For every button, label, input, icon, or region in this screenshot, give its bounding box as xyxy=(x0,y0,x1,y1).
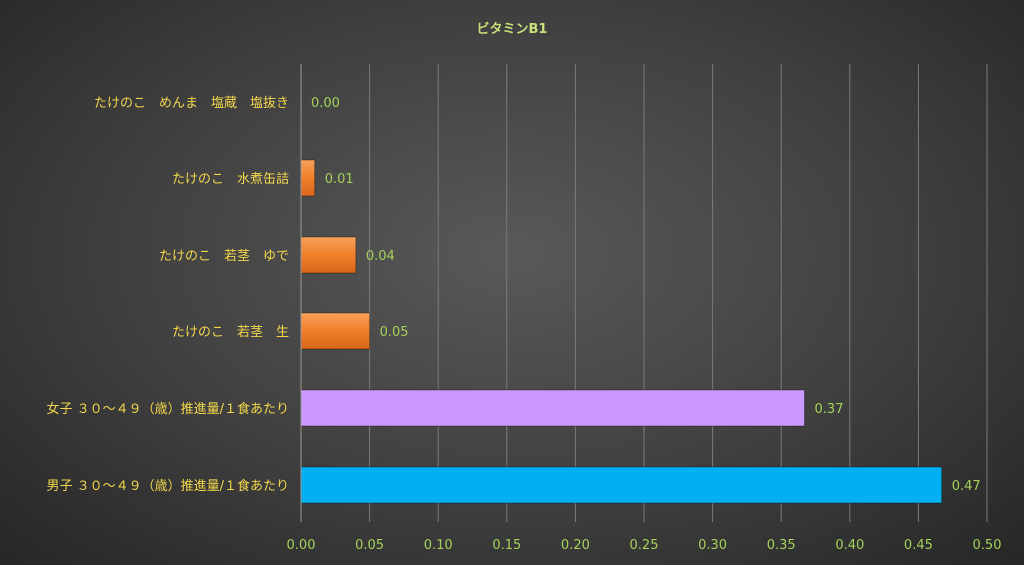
chart-title: ビタミンB1 xyxy=(477,21,548,37)
x-tick-label: 0.30 xyxy=(698,538,727,553)
x-tick-label: 0.05 xyxy=(355,538,384,553)
bar xyxy=(300,389,806,427)
x-tick-label: 0.10 xyxy=(424,538,453,553)
bar xyxy=(300,466,943,504)
bars xyxy=(300,159,943,504)
data-label: 0.04 xyxy=(366,249,395,264)
bar xyxy=(300,236,357,274)
data-label: 0.05 xyxy=(380,325,409,340)
category-label: たけのこ 水煮缶詰 xyxy=(172,171,289,187)
x-tick-label: 0.25 xyxy=(630,538,659,553)
bar xyxy=(300,159,316,197)
x-tick-label: 0.00 xyxy=(287,538,316,553)
data-label: 0.37 xyxy=(815,402,844,417)
x-tick-label: 0.40 xyxy=(835,538,864,553)
x-tick-label: 0.15 xyxy=(492,538,521,553)
category-label: たけのこ めんま 塩蔵 塩抜き xyxy=(94,95,289,111)
data-labels: 0.00 0.01 0.04 0.05 0.37 0.47 xyxy=(311,96,981,494)
x-tick-label: 0.50 xyxy=(973,538,1002,553)
x-tick-label: 0.35 xyxy=(767,538,796,553)
x-tick-label: 0.45 xyxy=(904,538,933,553)
gridlines xyxy=(369,64,988,522)
category-label: 女子 ３０～４９（歳）推進量/１食あたり xyxy=(46,401,289,417)
category-label: たけのこ 若茎 生 xyxy=(172,324,289,340)
category-label: 男子 ３０～４９（歳）推進量/１食あたり xyxy=(46,478,289,494)
data-label: 0.47 xyxy=(952,479,981,494)
category-label: たけのこ 若茎 ゆで xyxy=(159,248,289,264)
data-label: 0.00 xyxy=(311,96,340,111)
data-label: 0.01 xyxy=(325,172,354,187)
x-tick-label: 0.20 xyxy=(561,538,590,553)
x-tick-labels: 0.00 0.05 0.10 0.15 0.20 0.25 0.30 0.35 0.40 0.45… xyxy=(287,538,1002,553)
bar xyxy=(300,312,371,350)
